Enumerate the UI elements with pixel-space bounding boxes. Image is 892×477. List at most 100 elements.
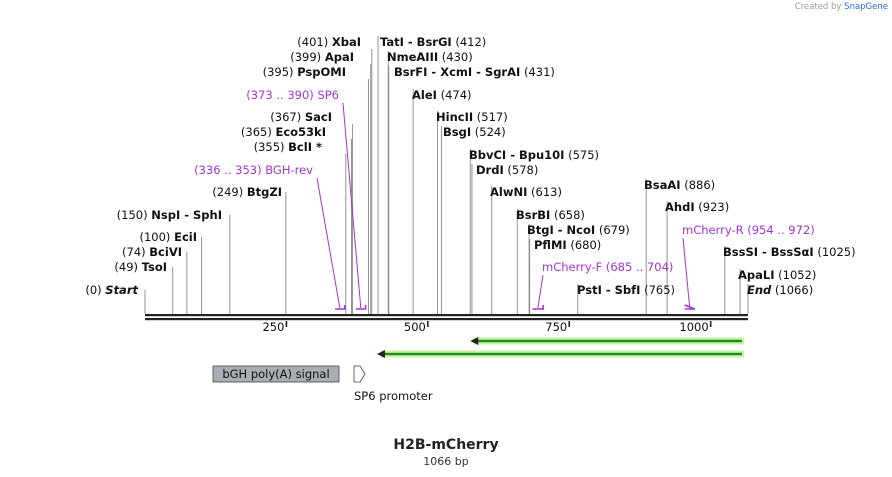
restriction-site-label[interactable]: AlwNI (613): [490, 185, 562, 199]
sp6-promoter-glyph[interactable]: [353, 365, 366, 383]
primer-label[interactable]: (373 .. 390) SP6: [246, 88, 339, 102]
restriction-site-label[interactable]: DrdI (578): [476, 163, 538, 177]
snapgene-logo: SnapGene: [844, 2, 888, 12]
map-title: H2B-mCherry: [393, 437, 499, 453]
site-position: (658): [550, 208, 585, 222]
site-name: PflMI: [534, 238, 567, 252]
restriction-site-label[interactable]: (0) Start: [85, 283, 138, 297]
site-name: HincII: [436, 110, 473, 124]
primer-range: (373 .. 390): [246, 88, 317, 102]
site-position: (249): [212, 185, 247, 199]
site-name: BbvCI - Bpu10I: [469, 148, 564, 162]
backbone-bottom-strand: [145, 318, 748, 321]
primer-range: (685 .. 704): [602, 260, 673, 274]
site-name: AleI: [412, 88, 437, 102]
primer-leader-line: [316, 177, 341, 309]
restriction-site-label[interactable]: (74) BciVI: [122, 245, 182, 259]
credit-prefix: Created by: [794, 2, 842, 12]
site-name: BsrFI - XcmI - SgrAI: [394, 65, 520, 79]
site-name: DrdI: [476, 163, 504, 177]
restriction-site-label[interactable]: BbvCI - Bpu10I (575): [469, 148, 599, 162]
site-name: BclI *: [288, 140, 322, 154]
arrow-head-icon: [376, 350, 385, 358]
restriction-site-label[interactable]: PstI - SbfI (765): [577, 283, 675, 297]
restriction-site-label[interactable]: BsrBI (658): [516, 208, 585, 222]
restriction-site-label[interactable]: BsgI (524): [443, 125, 506, 139]
snapgene-credit: Created by SnapGene: [795, 2, 888, 12]
site-name: BtgZI: [247, 185, 282, 199]
ruler-tick: [427, 321, 429, 327]
restriction-site-label[interactable]: ApaLI (1052): [738, 268, 816, 282]
site-position: (575): [564, 148, 599, 162]
restriction-site-label[interactable]: (249) BtgZI: [212, 185, 282, 199]
map-length: 1066 bp: [423, 455, 469, 468]
restriction-site-label[interactable]: (49) TsoI: [114, 260, 167, 274]
restriction-site-label[interactable]: (395) PspOMI: [263, 65, 346, 79]
restriction-site-label[interactable]: (150) NspI - SphI: [117, 208, 222, 222]
site-position: (150): [117, 208, 152, 222]
primer-leader-line: [682, 237, 691, 309]
site-position: (100): [140, 230, 175, 244]
restriction-site-label[interactable]: BsaAI (886): [644, 178, 715, 192]
site-position: (765): [640, 283, 675, 297]
site-position: (578): [504, 163, 539, 177]
restriction-site-label[interactable]: AhdI (923): [665, 200, 729, 214]
site-name: BssSI - BssSαI: [723, 245, 814, 259]
site-position: (1066): [771, 283, 813, 297]
sp6-promoter-label: SP6 promoter: [354, 389, 433, 403]
ruler-tick-label: 250: [262, 320, 284, 334]
site-name: EciI: [174, 230, 197, 244]
bgh-polya-feature-box[interactable]: [212, 365, 340, 383]
primer-leader-line: [342, 102, 362, 309]
site-position: (355): [254, 140, 289, 154]
restriction-site-label[interactable]: BssSI - BssSαI (1025): [723, 245, 856, 259]
restriction-site-label[interactable]: TatI - BsrGI (412): [380, 35, 486, 49]
restriction-site-label[interactable]: HincII (517): [436, 110, 508, 124]
restriction-site-label[interactable]: BsrFI - XcmI - SgrAI (431): [394, 65, 555, 79]
site-labels: (0) Start(49) TsoI(74) BciVI(100) EciI(1…: [85, 35, 855, 297]
primer-label[interactable]: mCherry-R (954 .. 972): [682, 223, 815, 237]
ruler-tick: [285, 321, 288, 327]
site-position: (886): [681, 178, 716, 192]
site-position: (0): [85, 283, 105, 297]
site-name: TatI - BsrGI: [380, 35, 452, 49]
site-position: (74): [122, 245, 149, 259]
site-name: ApaLI: [738, 268, 775, 282]
restriction-site-label[interactable]: (401) XbaI: [297, 35, 361, 49]
site-position: (430): [438, 50, 473, 64]
primer-label[interactable]: mCherry-F (685 .. 704): [542, 260, 673, 274]
restriction-site-label[interactable]: PflMI (680): [534, 238, 601, 252]
site-name: AhdI: [665, 200, 695, 214]
restriction-site-label[interactable]: NmeAIII (430): [387, 50, 473, 64]
primer-binding-arrow[interactable]: [335, 305, 346, 310]
site-leader-lines: [144, 36, 749, 314]
site-position: (401): [297, 35, 332, 49]
site-position: (49): [114, 260, 141, 274]
site-name: PspOMI: [297, 65, 346, 79]
site-position: (524): [471, 125, 506, 139]
site-position: (365): [241, 125, 276, 139]
primer-label[interactable]: (336 .. 353) BGH-rev: [194, 163, 313, 177]
primer-binding-arrow[interactable]: [532, 305, 545, 310]
restriction-site-label[interactable]: (100) EciI: [140, 230, 198, 244]
site-position: (1052): [775, 268, 817, 282]
restriction-site-label[interactable]: (355) BclI *: [254, 140, 322, 154]
site-name: AlwNI: [490, 185, 527, 199]
feature-arrows: [376, 337, 744, 358]
site-position: (431): [520, 65, 555, 79]
ruler: 250 500 750 1000: [262, 320, 712, 334]
feature-arrow-1-shaft[interactable]: [476, 339, 742, 343]
ruler-tick-label: 750: [545, 320, 567, 334]
restriction-site-label[interactable]: AleI (474): [412, 88, 472, 102]
restriction-site-label[interactable]: BtgI - NcoI (679): [527, 223, 630, 237]
feature-arrow-2-shaft[interactable]: [382, 352, 742, 356]
primer-name: SP6: [317, 88, 339, 102]
restriction-site-label[interactable]: (399) ApaI: [290, 50, 354, 64]
primer-range: (336 .. 353): [194, 163, 265, 177]
restriction-site-label[interactable]: (367) SacI: [270, 110, 332, 124]
restriction-site-label[interactable]: (365) Eco53kI: [241, 125, 326, 139]
restriction-site-label[interactable]: End (1066): [747, 283, 813, 297]
primer-binding-arrow[interactable]: [684, 304, 696, 310]
primer-binding-arrow[interactable]: [355, 305, 367, 310]
